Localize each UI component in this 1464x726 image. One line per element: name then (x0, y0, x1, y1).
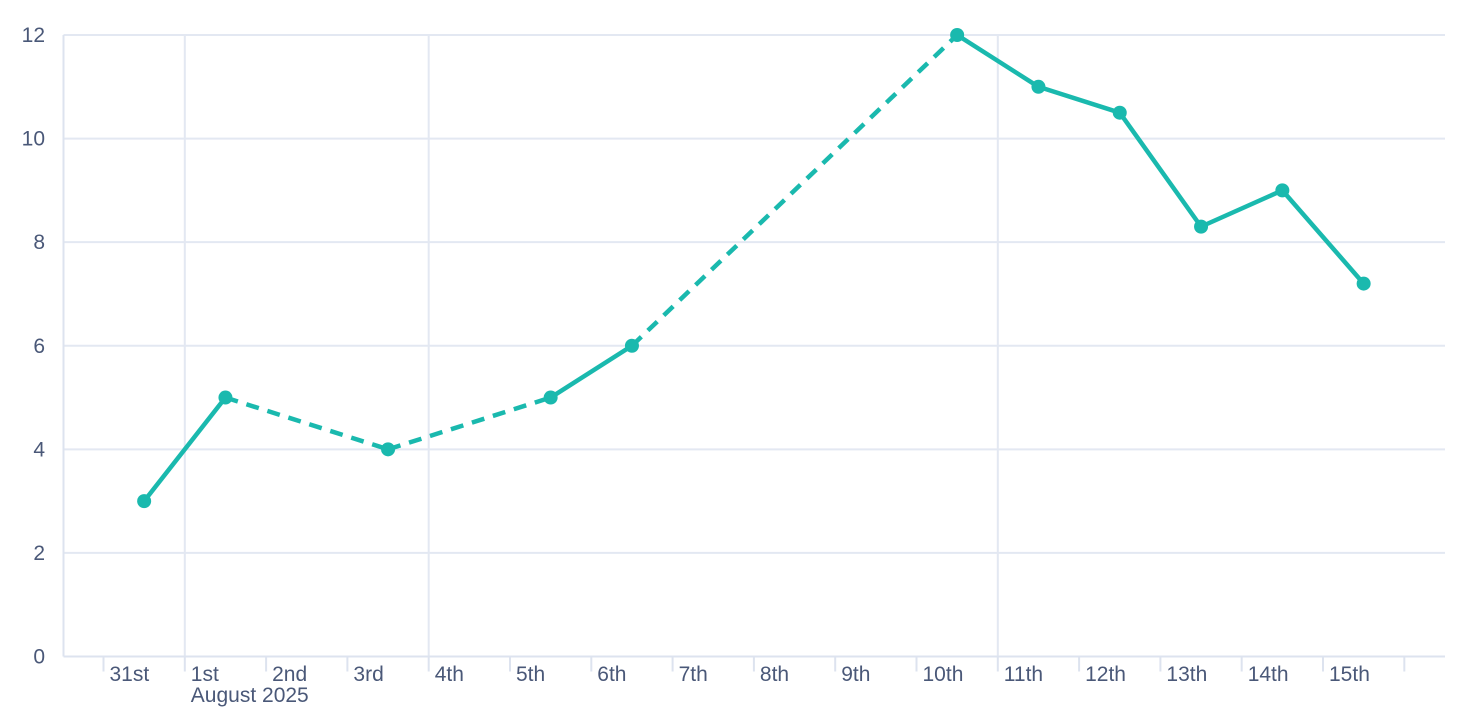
x-tick-label-6th: 6th (597, 663, 626, 686)
x-tick-label-2nd: 2nd (272, 663, 307, 686)
x-tick-label-5th: 5th (516, 663, 545, 686)
data-point-11th[interactable] (1031, 79, 1046, 94)
x-tick-label-4th: 4th (435, 663, 464, 686)
data-point-10th[interactable] (950, 28, 965, 42)
line-segment-dashed-3rd-to-5th (387, 395, 552, 452)
data-point-31st[interactable] (137, 494, 152, 509)
data-point-13th[interactable] (1194, 219, 1209, 234)
x-axis-month-label: August 2025 (191, 684, 309, 707)
data-point-12th[interactable] (1112, 105, 1127, 120)
data-point-6th[interactable] (624, 338, 639, 353)
y-tick-label-10: 10 (22, 128, 45, 151)
data-point-1st[interactable] (218, 390, 233, 405)
y-tick-label-2: 2 (33, 542, 45, 565)
line-segment-solid-11th-to-12th (1036, 84, 1122, 115)
x-tick-label-10th: 10th (923, 663, 964, 686)
x-tick-label-14th: 14th (1248, 663, 1289, 686)
y-tick-label-12: 12 (22, 24, 45, 47)
line-segment-solid-10th-to-11th (954, 32, 1041, 90)
x-tick-label-3rd: 3rd (353, 663, 383, 686)
line-segment-dashed-1st-to-3rd (224, 395, 389, 452)
x-tick-label-15th: 15th (1329, 663, 1370, 686)
y-tick-label-0: 0 (33, 646, 45, 669)
x-tick-label-11th: 11th (1004, 663, 1043, 686)
x-tick-label-1st: 1st (191, 663, 219, 686)
y-tick-label-4: 4 (33, 438, 45, 461)
data-point-3rd[interactable] (381, 442, 396, 457)
x-tick-label-13th: 13th (1166, 663, 1207, 686)
line-segment-solid-5th-to-6th (548, 343, 635, 400)
x-tick-label-31st: 31st (110, 663, 150, 686)
x-tick-label-12th: 12th (1085, 663, 1126, 686)
data-point-15th[interactable] (1356, 276, 1371, 291)
line-segment-dashed-6th-to-10th (630, 33, 959, 348)
data-point-14th[interactable] (1275, 183, 1290, 198)
x-tick-label-9th: 9th (841, 663, 870, 686)
line-segment-solid-14th-to-15th (1280, 188, 1366, 286)
x-tick-label-7th: 7th (679, 663, 708, 686)
y-tick-label-6: 6 (33, 335, 45, 358)
line-segment-solid-12th-to-13th (1117, 110, 1204, 229)
data-point-5th[interactable] (543, 390, 558, 405)
line-segment-solid-31st-to-1st (141, 395, 228, 504)
y-tick-label-8: 8 (33, 231, 45, 254)
line-segment-solid-13th-to-14th (1198, 188, 1285, 229)
x-tick-label-8th: 8th (760, 663, 789, 686)
